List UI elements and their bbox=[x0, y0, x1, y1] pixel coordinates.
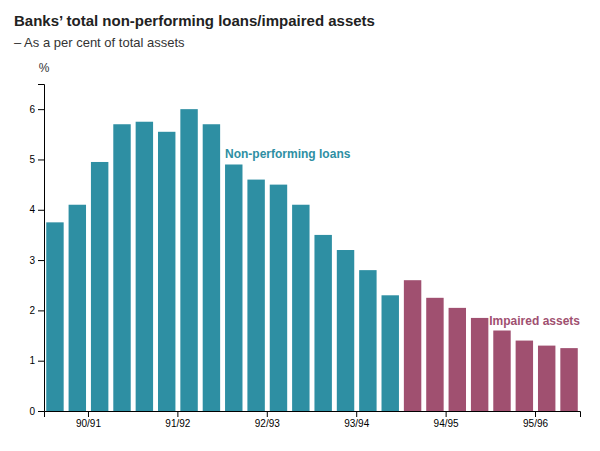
bar bbox=[247, 180, 264, 411]
bar bbox=[136, 122, 153, 411]
bar bbox=[449, 308, 466, 411]
tick-mark bbox=[38, 109, 44, 110]
bar bbox=[46, 222, 63, 411]
tick-mark bbox=[356, 411, 357, 417]
bar bbox=[180, 109, 197, 411]
bar bbox=[538, 346, 555, 411]
y-tick: 2 bbox=[29, 305, 44, 316]
bar bbox=[270, 185, 287, 411]
x-tick: 93/94 bbox=[344, 411, 369, 429]
bar bbox=[203, 124, 220, 411]
tick-mark bbox=[267, 411, 268, 417]
series-labels: Non-performing loans Impaired assets bbox=[225, 147, 580, 327]
y-tick: 0 bbox=[29, 406, 44, 417]
x-tick: 92/93 bbox=[255, 411, 280, 429]
tick-label: 93/94 bbox=[344, 418, 369, 429]
y-tick: 1 bbox=[29, 355, 44, 366]
series-label: Impaired assets bbox=[489, 314, 580, 328]
bar bbox=[516, 341, 533, 411]
chart: Banks’ total non-performing loans/impair… bbox=[0, 0, 600, 451]
bar bbox=[471, 318, 488, 411]
tick-mark bbox=[38, 159, 44, 160]
tick-mark bbox=[38, 260, 44, 261]
bar bbox=[426, 298, 443, 411]
y-axis: 0 1 2 3 4 5 6 bbox=[29, 85, 44, 417]
tick-label: 0 bbox=[29, 406, 35, 417]
tick-label: 5 bbox=[29, 154, 35, 165]
tick-label: 91/92 bbox=[165, 418, 190, 429]
title: Banks’ total non-performing loans/impair… bbox=[14, 12, 375, 29]
y-axis-label: % bbox=[39, 61, 50, 75]
tick-label: 4 bbox=[29, 204, 35, 215]
y-tick: 4 bbox=[29, 204, 44, 215]
tick-label: 95/96 bbox=[523, 418, 548, 429]
bar bbox=[337, 250, 354, 411]
tick-mark bbox=[535, 411, 536, 417]
x-tick: 90/91 bbox=[76, 411, 101, 429]
y-tick: 3 bbox=[29, 255, 44, 266]
bar bbox=[404, 280, 421, 411]
x-axis: 90/91 91/92 92/93 93/94 94/95 95/96 bbox=[45, 411, 581, 429]
y-tick: 6 bbox=[29, 104, 44, 115]
tick-label: 6 bbox=[29, 104, 35, 115]
plot-area bbox=[46, 109, 578, 411]
subtitle: – As a per cent of total assets bbox=[14, 35, 185, 50]
bar bbox=[158, 132, 175, 411]
tick-label: 1 bbox=[29, 355, 35, 366]
y-tick: 5 bbox=[29, 154, 44, 165]
tick-label: 92/93 bbox=[255, 418, 280, 429]
tick-mark bbox=[38, 210, 44, 211]
bar bbox=[560, 348, 577, 411]
axis-line bbox=[45, 412, 581, 418]
tick-mark bbox=[177, 411, 178, 417]
bar bbox=[91, 162, 108, 411]
x-tick: 94/95 bbox=[434, 411, 459, 429]
tick-mark bbox=[38, 411, 44, 412]
tick-label: 90/91 bbox=[76, 418, 101, 429]
bar bbox=[359, 270, 376, 411]
series-label: Non-performing loans bbox=[225, 147, 351, 161]
x-tick: 95/96 bbox=[523, 411, 548, 429]
x-tick: 91/92 bbox=[165, 411, 190, 429]
bar bbox=[113, 124, 130, 411]
bar bbox=[292, 205, 309, 411]
bar bbox=[493, 331, 510, 411]
bar bbox=[382, 295, 399, 411]
tick-mark bbox=[38, 310, 44, 311]
tick-label: 3 bbox=[29, 255, 35, 266]
tick-mark bbox=[38, 361, 44, 362]
bar bbox=[225, 164, 242, 411]
tick-mark bbox=[446, 411, 447, 417]
bar bbox=[314, 235, 331, 411]
tick-mark bbox=[88, 411, 89, 417]
tick-label: 2 bbox=[29, 305, 35, 316]
axis-line bbox=[38, 85, 45, 412]
bar bbox=[69, 205, 86, 411]
tick-label: 94/95 bbox=[434, 418, 459, 429]
